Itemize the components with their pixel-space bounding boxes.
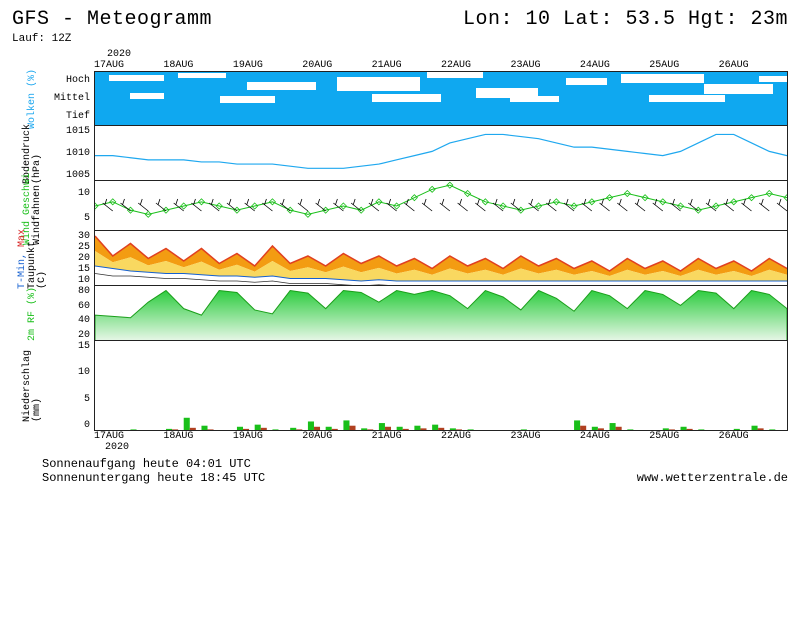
x-axis-bottom: 17AUG18AUG19AUG20AUG21AUG22AUG23AUG24AUG… <box>12 431 788 442</box>
ytick: 5 <box>84 213 90 224</box>
date-tick: 19AUG <box>233 60 302 71</box>
ytick: 15 <box>78 264 90 275</box>
ytick: 15 <box>78 341 90 352</box>
ytick: 0 <box>84 420 90 431</box>
date-tick: 24AUG <box>580 431 649 442</box>
title-left: GFS - Meteogramm <box>12 8 212 31</box>
date-tick: 22AUG <box>441 431 510 442</box>
footer-sunrise: Sonnenaufgang heute 04:01 UTC <box>42 457 788 471</box>
ytick: 10 <box>78 275 90 286</box>
cloud-level: Mittel <box>54 93 90 104</box>
clouds-ylabel: Wolken (%) <box>28 68 38 128</box>
ytick: 1005 <box>66 170 90 181</box>
cloud-blob <box>621 74 704 83</box>
date-tick: 21AUG <box>372 60 441 71</box>
cloud-blob <box>566 78 608 85</box>
date-tick: 18AUG <box>163 431 232 442</box>
meteogram-panels: Wolken (%) Hoch Mittel TiefBodendruck(hP… <box>12 71 788 431</box>
ytick: 20 <box>78 253 90 264</box>
chart-header: GFS - Meteogramm Lon: 10 Lat: 53.5 Hgt: … <box>12 8 788 31</box>
ytick: 1010 <box>66 148 90 159</box>
ytick: 30 <box>78 231 90 242</box>
cloud-blob <box>372 94 441 102</box>
cloud-blob <box>178 73 226 78</box>
cloud-blob <box>510 96 558 102</box>
date-tick: 25AUG <box>649 60 718 71</box>
date-tick: 19AUG <box>233 431 302 442</box>
date-tick: 26AUG <box>719 60 788 71</box>
date-tick: 22AUG <box>441 60 510 71</box>
ytick: 10 <box>78 188 90 199</box>
ytick: 25 <box>78 242 90 253</box>
date-tick: 21AUG <box>372 431 441 442</box>
cloud-level: Tief <box>66 111 90 122</box>
cloud-blob <box>247 82 316 90</box>
date-tick: 24AUG <box>580 60 649 71</box>
title-right: Lon: 10 Lat: 53.5 Hgt: 23m <box>463 8 788 31</box>
year-bottom: 2020 <box>105 442 788 453</box>
date-tick: 20AUG <box>302 60 371 71</box>
cloud-blob <box>649 95 725 102</box>
x-axis-top: 17AUG18AUG19AUG20AUG21AUG22AUG23AUG24AUG… <box>12 60 788 71</box>
cloud-level: Hoch <box>66 75 90 86</box>
rh-ylabel: 2m RF (%) <box>28 286 38 340</box>
date-tick: 17AUG <box>94 431 163 442</box>
ytick: 5 <box>84 394 90 405</box>
date-tick: 23AUG <box>510 431 579 442</box>
date-tick: 23AUG <box>510 60 579 71</box>
ytick: 1015 <box>66 126 90 137</box>
cloud-blob <box>704 84 773 94</box>
cloud-blob <box>130 93 165 99</box>
ytick: 10 <box>78 367 90 378</box>
cloud-blob <box>427 72 482 78</box>
year-label: 2020 <box>107 49 788 60</box>
date-tick: 18AUG <box>163 60 232 71</box>
ytick: 20 <box>78 330 90 341</box>
ytick: 60 <box>78 301 90 312</box>
temp-ylabel: T-Min, MaxTaupunkt(C) <box>18 228 48 288</box>
date-tick: 20AUG <box>302 431 371 442</box>
cloud-blob <box>759 76 788 82</box>
precip-ylabel: Niederschlag(mm) <box>23 350 43 422</box>
run-label: Lauf: 12Z <box>12 33 788 45</box>
date-tick: 26AUG <box>719 431 788 442</box>
date-tick: 25AUG <box>649 431 718 442</box>
ytick: 80 <box>78 286 90 297</box>
cloud-blob <box>337 77 420 91</box>
date-tick: 17AUG <box>94 60 163 71</box>
cloud-blob <box>109 75 164 81</box>
ytick: 40 <box>78 315 90 326</box>
cloud-blob <box>220 96 275 103</box>
